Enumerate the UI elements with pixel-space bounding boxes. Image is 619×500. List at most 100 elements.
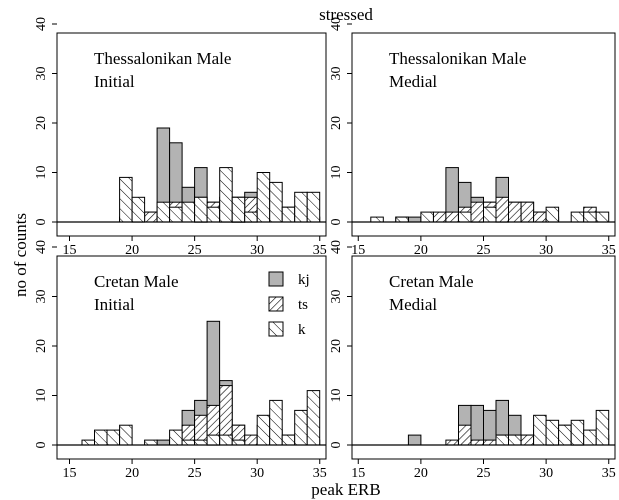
- panel-top-left: 0 10 20 30 40 15 20 25 30 35 Thessalonikan Male Ini…: [34, 17, 327, 258]
- bar-ts: [432, 211, 447, 223]
- x-tick-label: 35: [313, 243, 327, 258]
- y-tick-label: 40: [329, 240, 344, 254]
- bar-ts: [483, 439, 497, 446]
- y-tick-label: 40: [329, 17, 344, 31]
- x-tick-label: 30: [539, 466, 553, 481]
- x-tick-label: 15: [63, 243, 77, 258]
- bar-k: [458, 211, 472, 223]
- y-tick-label: 10: [329, 166, 344, 180]
- bar-k: [583, 211, 597, 223]
- x-tick-label: 35: [602, 243, 616, 258]
- panel-label-line: Initial: [94, 72, 135, 91]
- bar-k: [169, 206, 183, 223]
- bar-ts: [533, 211, 547, 223]
- x-tick-label: 25: [477, 466, 491, 481]
- bar-k: [306, 191, 321, 223]
- y-tick-label: 40: [34, 17, 49, 31]
- bar-kj: [407, 216, 422, 223]
- bar-k: [119, 424, 133, 446]
- bar-k: [256, 172, 271, 223]
- panel-bottom-right: 0 10 20 30 40 15 20 25 30 35 Cretan Male Medial: [329, 240, 616, 481]
- bar-k: [206, 434, 221, 446]
- x-tick-label: 20: [125, 243, 139, 258]
- bar-k: [94, 429, 108, 446]
- x-tick-label: 15: [351, 466, 365, 481]
- bar-k: [119, 176, 133, 223]
- bar-k: [219, 167, 233, 223]
- bar-k: [545, 206, 560, 223]
- bar-k: [156, 201, 171, 223]
- x-tick-label: 25: [477, 243, 491, 258]
- x-tick-label: 20: [125, 466, 139, 481]
- bar-k: [169, 429, 183, 446]
- panel-label-line: Initial: [94, 295, 135, 314]
- x-tick-label: 20: [414, 466, 428, 481]
- bar-ts: [520, 434, 535, 446]
- y-tick-label: 10: [329, 389, 344, 403]
- bar-k: [181, 439, 196, 446]
- x-axis-title: peak ERB: [311, 480, 380, 499]
- bar-ts: [470, 439, 484, 446]
- panel-label-line: Cretan Male: [389, 272, 474, 291]
- bar-k: [294, 191, 308, 223]
- bar-k: [131, 196, 146, 223]
- bar-k: [558, 424, 572, 446]
- bar-ts: [495, 196, 509, 223]
- y-tick-label: 30: [34, 67, 49, 81]
- y-tick-label: 0: [34, 442, 49, 449]
- bar-kj: [156, 439, 171, 446]
- bar-ts: [445, 211, 459, 223]
- x-tick-label: 30: [250, 466, 264, 481]
- legend-label-k: k: [298, 322, 306, 338]
- figure-title: stressed: [319, 5, 373, 24]
- bar-k: [420, 211, 434, 223]
- legend-swatch-kj: [268, 271, 284, 287]
- panel-label-line: Thessalonikan Male: [94, 49, 231, 68]
- bar-ts: [244, 434, 258, 446]
- y-tick-label: 30: [34, 290, 49, 304]
- panels-group: 0 10 20 30 40 15 20 25 30 35 Thessalonikan Male Ini…: [34, 17, 616, 481]
- bar-k: [256, 414, 271, 446]
- y-tick-label: 0: [329, 442, 344, 449]
- bar-k: [483, 206, 497, 223]
- bar-k: [545, 419, 560, 446]
- bar-k: [495, 434, 509, 446]
- bar-ts: [144, 211, 158, 223]
- x-tick-label: 15: [63, 466, 77, 481]
- y-tick-label: 10: [34, 166, 49, 180]
- bar-k: [244, 211, 258, 223]
- panel-top-right: 0 10 20 30 40 15 20 25 30 35 Thessalonikan Male Med…: [329, 17, 616, 258]
- y-tick-label: 20: [329, 339, 344, 353]
- bar-k: [583, 429, 597, 446]
- y-tick-label: 30: [329, 67, 344, 81]
- panel-label-line: Medial: [389, 295, 437, 314]
- legend-label-kj: kj: [298, 272, 310, 288]
- bar-ts: [470, 201, 484, 223]
- y-tick-label: 20: [34, 116, 49, 130]
- bar-k: [231, 196, 246, 223]
- legend-swatch-ts: [268, 296, 284, 312]
- bar-ts: [445, 439, 459, 446]
- bar-k: [306, 390, 321, 446]
- legend-label-ts: ts: [298, 297, 308, 313]
- bar-k: [269, 181, 283, 223]
- x-tick-label: 25: [188, 466, 202, 481]
- x-tick-label: 25: [188, 243, 202, 258]
- bar-k: [181, 201, 196, 223]
- panel-bottom-left: 0 10 20 30 40 15 20 25 30 35 Cretan Male Initial: [34, 240, 327, 481]
- y-axis-title: no of counts: [11, 213, 30, 297]
- y-tick-label: 20: [329, 116, 344, 130]
- bar-k: [206, 206, 221, 223]
- y-tick-label: 40: [34, 240, 49, 254]
- bar-kj: [470, 404, 484, 446]
- y-tick-label: 10: [34, 389, 49, 403]
- bar-k: [570, 419, 585, 446]
- bar-k: [294, 409, 308, 446]
- bar-k: [194, 439, 208, 446]
- bar-k: [370, 216, 384, 223]
- bar-k: [281, 434, 296, 446]
- bar-ts: [458, 424, 472, 446]
- panel-label-line: Medial: [389, 72, 437, 91]
- x-tick-label: 30: [539, 243, 553, 258]
